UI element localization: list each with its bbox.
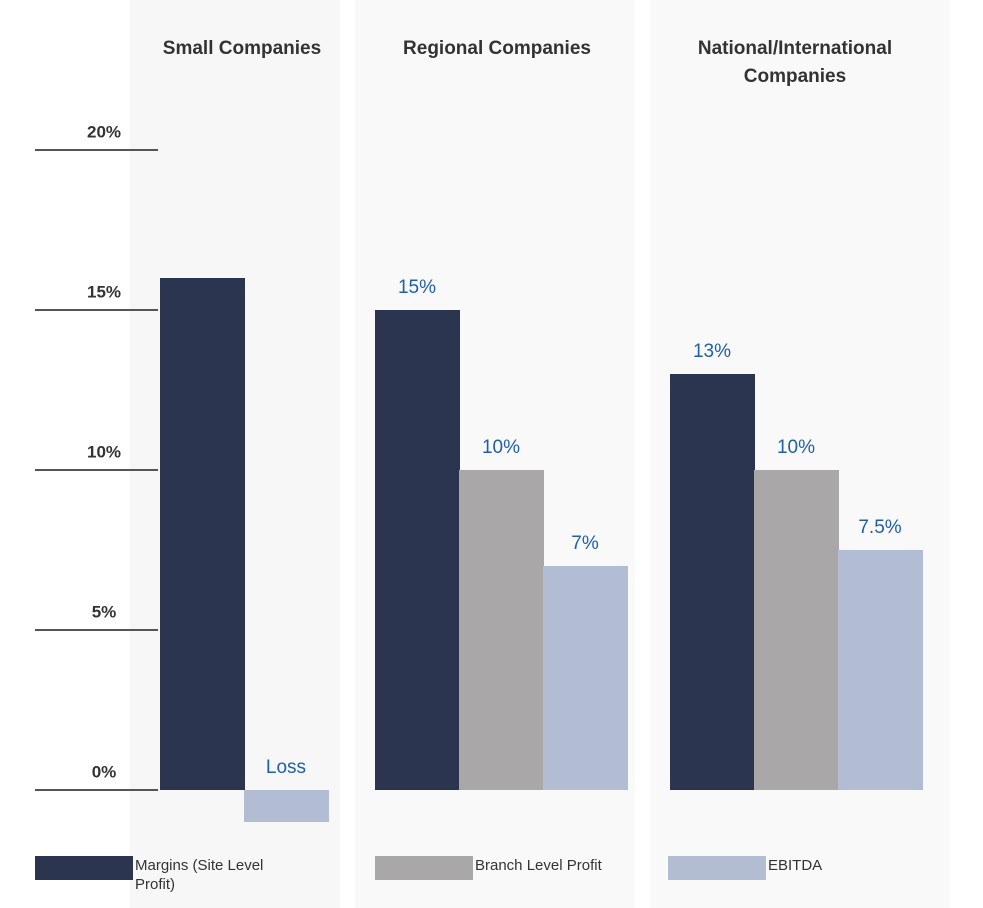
data-label: 7.5% [858, 517, 901, 538]
legend-swatch [35, 856, 133, 880]
bar [160, 278, 245, 790]
y-tick-label: 15% [87, 282, 121, 301]
category-label: National/International Companies [697, 38, 893, 87]
bar [244, 790, 329, 822]
legend-label: EBITDA [768, 857, 823, 874]
category-label: Small Companies [162, 38, 322, 59]
data-label: 13% [693, 341, 731, 362]
y-tick-label: 20% [87, 122, 121, 141]
category-label: Regional Companies [403, 38, 591, 59]
bar [459, 470, 544, 790]
legend-label: Margins (Site Level Profit) [135, 857, 264, 893]
bar [838, 550, 923, 790]
data-label: Loss [266, 757, 306, 778]
y-tick-label: 5% [92, 602, 117, 621]
legend-swatch [375, 856, 473, 880]
data-label: 7% [571, 533, 599, 554]
data-label: 10% [777, 437, 815, 458]
bar [375, 310, 460, 790]
bar [754, 470, 839, 790]
y-tick-label: 0% [92, 762, 117, 781]
data-label: 10% [482, 437, 520, 458]
bar [670, 374, 755, 790]
legend-swatch [668, 856, 766, 880]
y-tick-label: 10% [87, 442, 121, 461]
bar [543, 566, 628, 790]
data-label: 15% [398, 277, 436, 298]
legend-label: Branch Level Profit [475, 857, 602, 874]
